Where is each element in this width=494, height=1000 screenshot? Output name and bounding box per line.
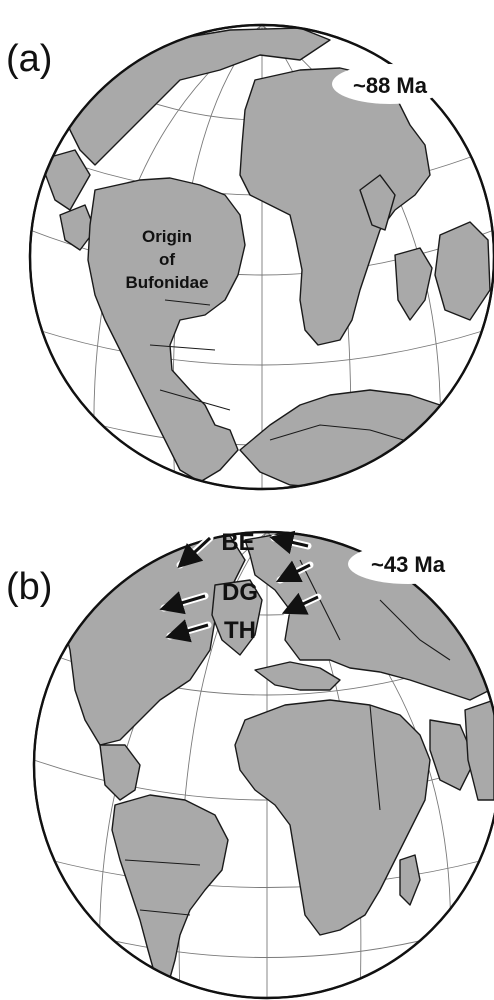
south-america-landmass [87,177,246,483]
india-fragment [434,221,491,321]
globe-43ma: ~43 Ma BE DG TH [32,529,494,1000]
arabia-fragment [429,719,476,791]
caribbean-fragment [59,204,96,251]
africa-landmass [239,67,431,346]
greenland-landmass [211,579,263,656]
madagascar-fragment-b [399,854,421,906]
age-bubble-b [348,544,468,584]
origin-label-line2: of [159,250,175,269]
madagascar-fragment [394,247,433,321]
india-fragment-b [464,699,494,801]
panel-b-letter: (b) [6,566,53,608]
age-bubble-a [332,64,448,104]
corridor-label-dg: DG [222,579,258,606]
dispersal-arrow-icon [275,560,311,583]
dispersal-arrow-icon [165,619,209,643]
dispersal-arrow-icon [281,592,319,615]
central-america-landmass-b [99,744,141,801]
globe-88ma: ~88 Ma Origin of Bufonidae [28,23,494,491]
dispersal-arrows [159,530,322,643]
europe-fragment [254,661,341,691]
age-label-b: ~43 Ma [371,552,446,577]
origin-label-line3: Bufonidae [125,273,208,292]
central-america-fragment [39,149,91,211]
dispersal-arrow-icon [177,536,212,569]
corridor-label-th: TH [224,617,256,644]
corridor-label-be: BE [221,529,254,556]
dispersal-arrow-icon [159,591,206,615]
origin-label-line1: Origin [142,227,192,246]
africa-landmass-b [234,699,431,936]
panel-a-letter: (a) [6,38,53,80]
age-label-a: ~88 Ma [353,73,428,98]
dispersal-arrow-icon [269,530,309,555]
south-america-landmass-b [111,794,229,986]
east-africa-margin [359,174,396,231]
